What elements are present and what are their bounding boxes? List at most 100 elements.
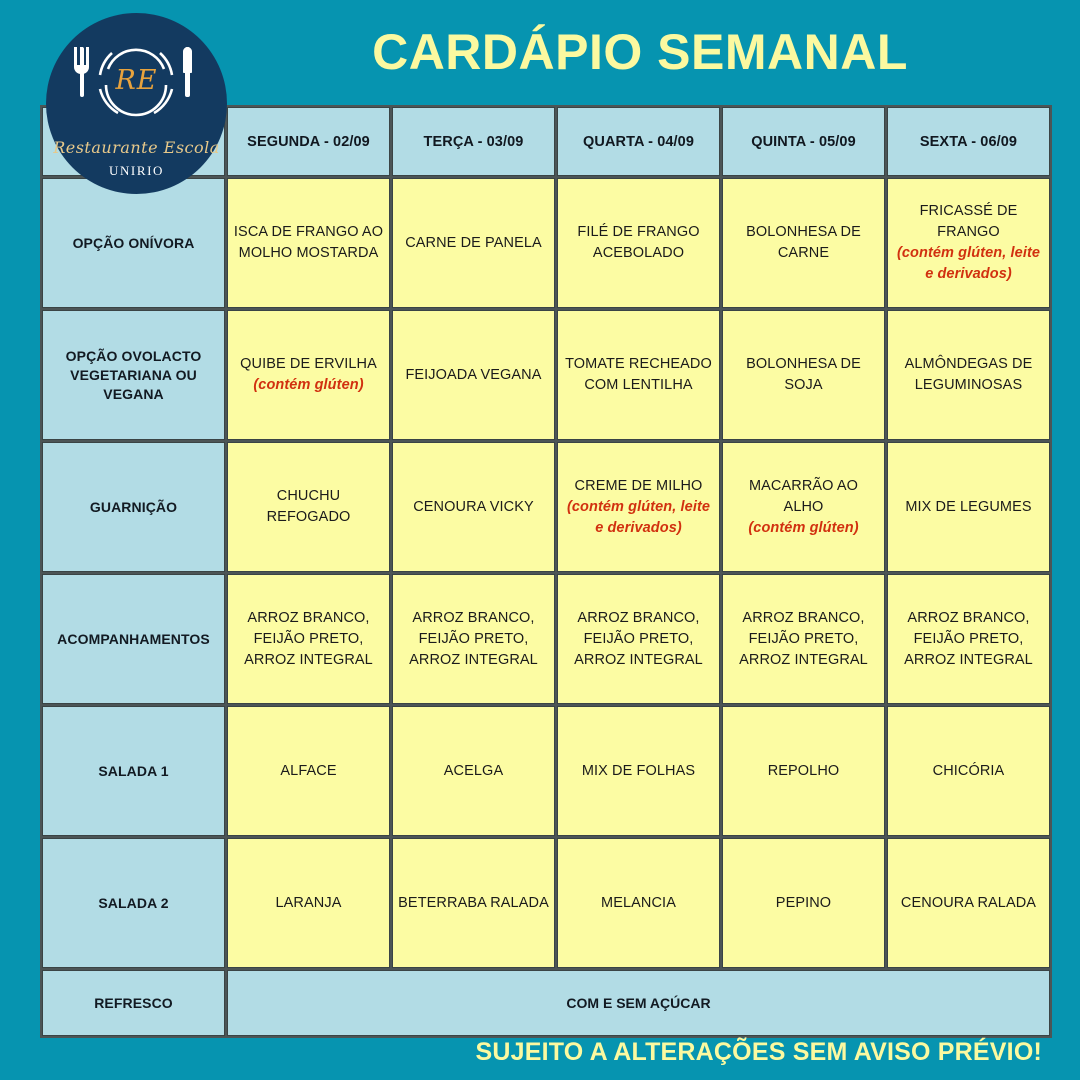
table-row: OPÇÃO OVOLACTO VEGETARIANA OU VEGANA QUI… [42, 310, 1050, 440]
menu-item-main: ALMÔNDEGAS DE LEGUMINOSAS [904, 356, 1033, 393]
table-body: OPÇÃO ONÍVORA ISCA DE FRANGO AO MOLHO MO… [42, 178, 1050, 1036]
menu-item-main: PEPINO [775, 894, 832, 911]
row-label-refresco: REFRESCO [42, 970, 225, 1036]
menu-cell: MIX DE LEGUMES [887, 442, 1050, 572]
column-header-terca: TERÇA - 03/09 [392, 107, 555, 176]
menu-item-main: MIX DE FOLHAS [581, 762, 696, 779]
menu-item-main: ARROZ BRANCO, FEIJÃO PRETO, ARROZ INTEGR… [904, 609, 1033, 668]
menu-item-main: ALFACE [280, 762, 337, 779]
column-header-sexta: SEXTA - 06/09 [887, 107, 1050, 176]
menu-cell: FILÉ DE FRANGO ACEBOLADO [557, 178, 720, 308]
menu-item-main: TOMATE RECHEADO COM LENTILHA [565, 356, 712, 393]
menu-cell: ARROZ BRANCO, FEIJÃO PRETO, ARROZ INTEGR… [722, 574, 885, 704]
menu-cell: FEIJOADA VEGANA [392, 310, 555, 440]
column-header-segunda: SEGUNDA - 02/09 [227, 107, 390, 176]
page-header: CARDÁPIO SEMANAL [0, 0, 1080, 105]
menu-item-main: ARROZ BRANCO, FEIJÃO PRETO, ARROZ INTEGR… [244, 609, 373, 668]
knife-blade-icon [183, 47, 192, 73]
menu-item-main: ARROZ BRANCO, FEIJÃO PRETO, ARROZ INTEGR… [574, 609, 703, 668]
menu-cell: LARANJA [227, 838, 390, 968]
menu-item-main: REPOLHO [767, 762, 840, 779]
row-label-salada-1: SALADA 1 [42, 706, 225, 836]
menu-item-main: CHUCHU REFOGADO [266, 488, 351, 525]
table-row: OPÇÃO ONÍVORA ISCA DE FRANGO AO MOLHO MO… [42, 178, 1050, 308]
menu-cell: CREME DE MILHO (contém glúten, leite e d… [557, 442, 720, 572]
menu-item-main: CENOURA RALADA [900, 894, 1037, 911]
menu-item-main: ARROZ BRANCO, FEIJÃO PRETO, ARROZ INTEGR… [409, 609, 538, 668]
menu-item-main: BOLONHESA DE SOJA [746, 356, 861, 393]
fork-tine-icon [74, 47, 77, 67]
menu-cell: QUIBE DE ERVILHA (contém glúten) [227, 310, 390, 440]
allergen-note: (contém glúten) [253, 377, 364, 393]
menu-cell: BOLONHESA DE SOJA [722, 310, 885, 440]
allergen-note: (contém glúten, leite e derivados) [896, 245, 1041, 282]
menu-cell: ARROZ BRANCO, FEIJÃO PRETO, ARROZ INTEGR… [227, 574, 390, 704]
table-row-refresco: REFRESCO COM E SEM AÇÚCAR [42, 970, 1050, 1036]
row-label-onivora: OPÇÃO ONÍVORA [42, 178, 225, 308]
menu-cell: ARROZ BRANCO, FEIJÃO PRETO, ARROZ INTEGR… [392, 574, 555, 704]
menu-item-main: MELANCIA [601, 894, 676, 911]
fork-tine-icon [80, 47, 83, 67]
row-label-acompanhamentos: ACOMPANHAMENTOS [42, 574, 225, 704]
table-row: SALADA 1 ALFACE ACELGA MIX DE FOLHAS REP… [42, 706, 1050, 836]
menu-cell: BOLONHESA DE CARNE [722, 178, 885, 308]
refresco-value: COM E SEM AÇÚCAR [227, 970, 1050, 1036]
menu-cell: MIX DE FOLHAS [557, 706, 720, 836]
allergen-note: (contém glúten, leite e derivados) [566, 498, 711, 536]
row-label-guarnicao: GUARNIÇÃO [42, 442, 225, 572]
menu-item-main: BETERRABA RALADA [398, 894, 549, 911]
menu-cell: FRICASSÉ DE FRANGO (contém glúten, leite… [887, 178, 1050, 308]
menu-item-main: FILÉ DE FRANGO ACEBOLADO [577, 224, 700, 261]
menu-cell: PEPINO [722, 838, 885, 968]
menu-cell: BETERRABA RALADA [392, 838, 555, 968]
menu-item-main: CHICÓRIA [932, 762, 1005, 779]
menu-cell: ISCA DE FRANGO AO MOLHO MOSTARDA [227, 178, 390, 308]
menu-item-main: ARROZ BRANCO, FEIJÃO PRETO, ARROZ INTEGR… [739, 609, 868, 668]
menu-item-main: QUIBE DE ERVILHA [240, 356, 377, 372]
menu-cell: REPOLHO [722, 706, 885, 836]
menu-cell: CHUCHU REFOGADO [227, 442, 390, 572]
menu-cell: TOMATE RECHEADO COM LENTILHA [557, 310, 720, 440]
menu-item-main: CARNE DE PANELA [405, 234, 542, 251]
logo-monogram: RE [115, 65, 158, 96]
plate-icon [96, 41, 176, 121]
menu-cell: MELANCIA [557, 838, 720, 968]
table-row: ACOMPANHAMENTOS ARROZ BRANCO, FEIJÃO PRE… [42, 574, 1050, 704]
menu-cell: CENOURA RALADA [887, 838, 1050, 968]
menu-item-main: CREME DE MILHO [574, 477, 703, 494]
page-footer: SUJEITO A ALTERAÇÕES SEM AVISO PRÉVIO! [0, 1036, 1080, 1080]
allergen-note: (contém glúten) [748, 519, 859, 536]
disclaimer-text: SUJEITO A ALTERAÇÕES SEM AVISO PRÉVIO! [475, 1038, 1042, 1066]
table-row: GUARNIÇÃO CHUCHU REFOGADO CENOURA VICKY … [42, 442, 1050, 572]
menu-item-main: LARANJA [275, 894, 342, 911]
row-label-vegetariana: OPÇÃO OVOLACTO VEGETARIANA OU VEGANA [42, 310, 225, 440]
menu-cell: ALFACE [227, 706, 390, 836]
weekly-menu-table: SEGUNDA - 02/09 TERÇA - 03/09 QUARTA - 0… [40, 105, 1052, 1038]
fork-neck-icon [74, 65, 89, 74]
logo-name: Restaurante Escola [53, 138, 220, 157]
menu-item-main: CENOURA VICKY [413, 498, 534, 515]
menu-item-main: ACELGA [443, 762, 504, 779]
table-row: SALADA 2 LARANJA BETERRABA RALADA MELANC… [42, 838, 1050, 968]
menu-cell: MACARRÃO AO ALHO (contém glúten) [722, 442, 885, 572]
menu-item-main: ISCA DE FRANGO AO MOLHO MOSTARDA [233, 224, 384, 261]
column-header-quarta: QUARTA - 04/09 [557, 107, 720, 176]
menu-cell: ACELGA [392, 706, 555, 836]
fork-tine-icon [86, 47, 89, 67]
menu-cell: ARROZ BRANCO, FEIJÃO PRETO, ARROZ INTEGR… [887, 574, 1050, 704]
restaurant-logo: RE Restaurante Escola UNIRIO [46, 13, 227, 194]
menu-item-main: MIX DE LEGUMES [905, 498, 1032, 515]
logo-subtitle: UNIRIO [108, 163, 165, 178]
menu-cell: ALMÔNDEGAS DE LEGUMINOSAS [887, 310, 1050, 440]
menu-item-main: MACARRÃO AO ALHO [748, 477, 859, 515]
menu-cell: CENOURA VICKY [392, 442, 555, 572]
menu-cell: ARROZ BRANCO, FEIJÃO PRETO, ARROZ INTEGR… [557, 574, 720, 704]
page-title: CARDÁPIO SEMANAL [372, 24, 908, 80]
column-header-quinta: QUINTA - 05/09 [722, 107, 885, 176]
menu-cell: CARNE DE PANELA [392, 178, 555, 308]
menu-item-main: FEIJOADA VEGANA [405, 366, 542, 383]
row-label-salada-2: SALADA 2 [42, 838, 225, 968]
menu-cell: CHICÓRIA [887, 706, 1050, 836]
menu-item-main: BOLONHESA DE CARNE [746, 224, 861, 261]
menu-item-main: FRICASSÉ DE FRANGO [919, 203, 1018, 240]
